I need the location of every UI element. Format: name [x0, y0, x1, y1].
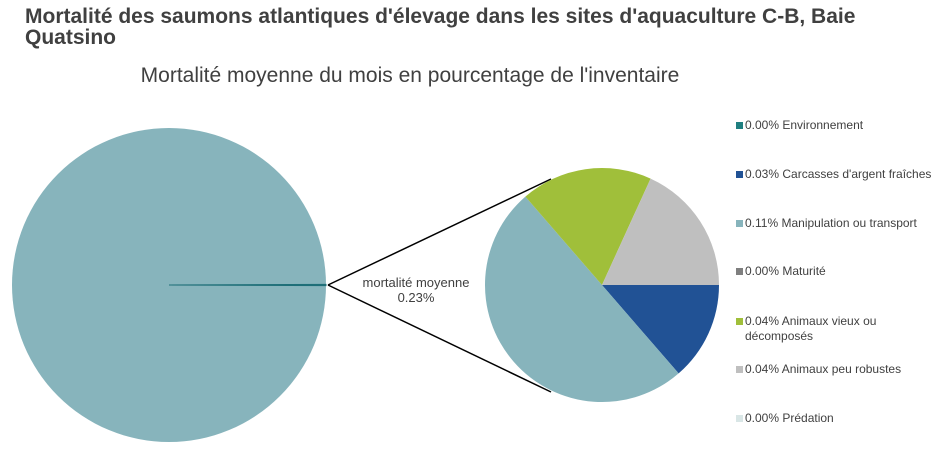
legend-item: 0.00% Prédation [736, 411, 941, 426]
legend-label: 0.11% Manipulation ou transport [745, 216, 917, 230]
connector-line-top [327, 178, 552, 286]
legend-swatch [736, 122, 743, 129]
legend-item: 0.03% Carcasses d'argent fraîches [736, 167, 941, 182]
legend-item: 0.00% Environnement [736, 118, 941, 133]
legend-label: 0.00% Maturité [745, 264, 826, 278]
legend-label: 0.04% Animaux vieux ou décomposés [745, 314, 877, 343]
legend-swatch [736, 171, 743, 178]
mortalite-value-label: 0.23% [398, 290, 435, 305]
legend-item: 0.00% Maturité [736, 264, 941, 279]
legend-item: 0.04% Animaux vieux ou décomposés [736, 314, 941, 344]
legend-label: 0.03% Carcasses d'argent fraîches [745, 167, 932, 181]
pie-slice-1 [602, 285, 719, 374]
main-pie-slice-mortalite [168, 283, 327, 287]
legend-item: 0.11% Manipulation ou transport [736, 216, 941, 231]
legend-swatch [736, 220, 743, 227]
pie-slice-2 [485, 196, 679, 402]
legend-swatch [736, 318, 743, 325]
pie-slice-4 [525, 168, 651, 285]
mortalite-label: mortalité moyenne [363, 275, 470, 290]
connector-line-bottom [327, 284, 552, 393]
pie-slice-5 [602, 178, 719, 285]
chart-subtitle: Mortalité moyenne du mois en pourcentage… [140, 64, 680, 87]
legend-label: 0.00% Environnement [745, 118, 864, 132]
legend-swatch [736, 268, 743, 275]
legend-swatch [736, 415, 743, 422]
legend-swatch [736, 366, 743, 373]
legend-label: 0.04% Animaux peu robustes [745, 362, 902, 376]
chart-title: Mortalité des saumons atlantiques d'élev… [25, 5, 856, 49]
legend-label: 0.00% Prédation [745, 411, 834, 425]
legend-item: 0.04% Animaux peu robustes [736, 362, 941, 377]
